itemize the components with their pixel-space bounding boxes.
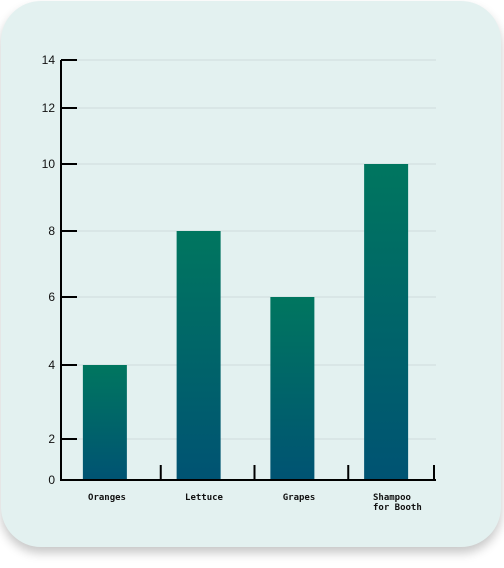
bars [82,164,409,480]
y-tick-label: 10 [42,157,56,171]
x-tick-label: Lettuce [185,493,224,503]
y-tick-label: 6 [48,290,55,304]
y-tick-label: 4 [48,358,55,372]
bar [82,365,127,480]
bar [176,231,221,480]
tick-labels: 0 2 4 6 8 10 12 14 Oranges Lettuce Grapes Shampoofo… [42,53,422,513]
x-tick-label: Oranges [88,493,126,503]
y-tick-label: 2 [48,432,55,446]
x-tick-label: Shampoo [373,493,411,503]
x-tick-label: for Booth [373,503,422,513]
bar [270,297,315,480]
bar [364,164,409,480]
y-tick-label: 8 [48,224,55,238]
y-tick-label: 14 [42,53,56,67]
y-tick-label: 12 [42,101,56,115]
x-tick-label: Grapes [283,493,316,503]
y-tick-label: 0 [48,473,55,487]
axes [60,59,436,481]
